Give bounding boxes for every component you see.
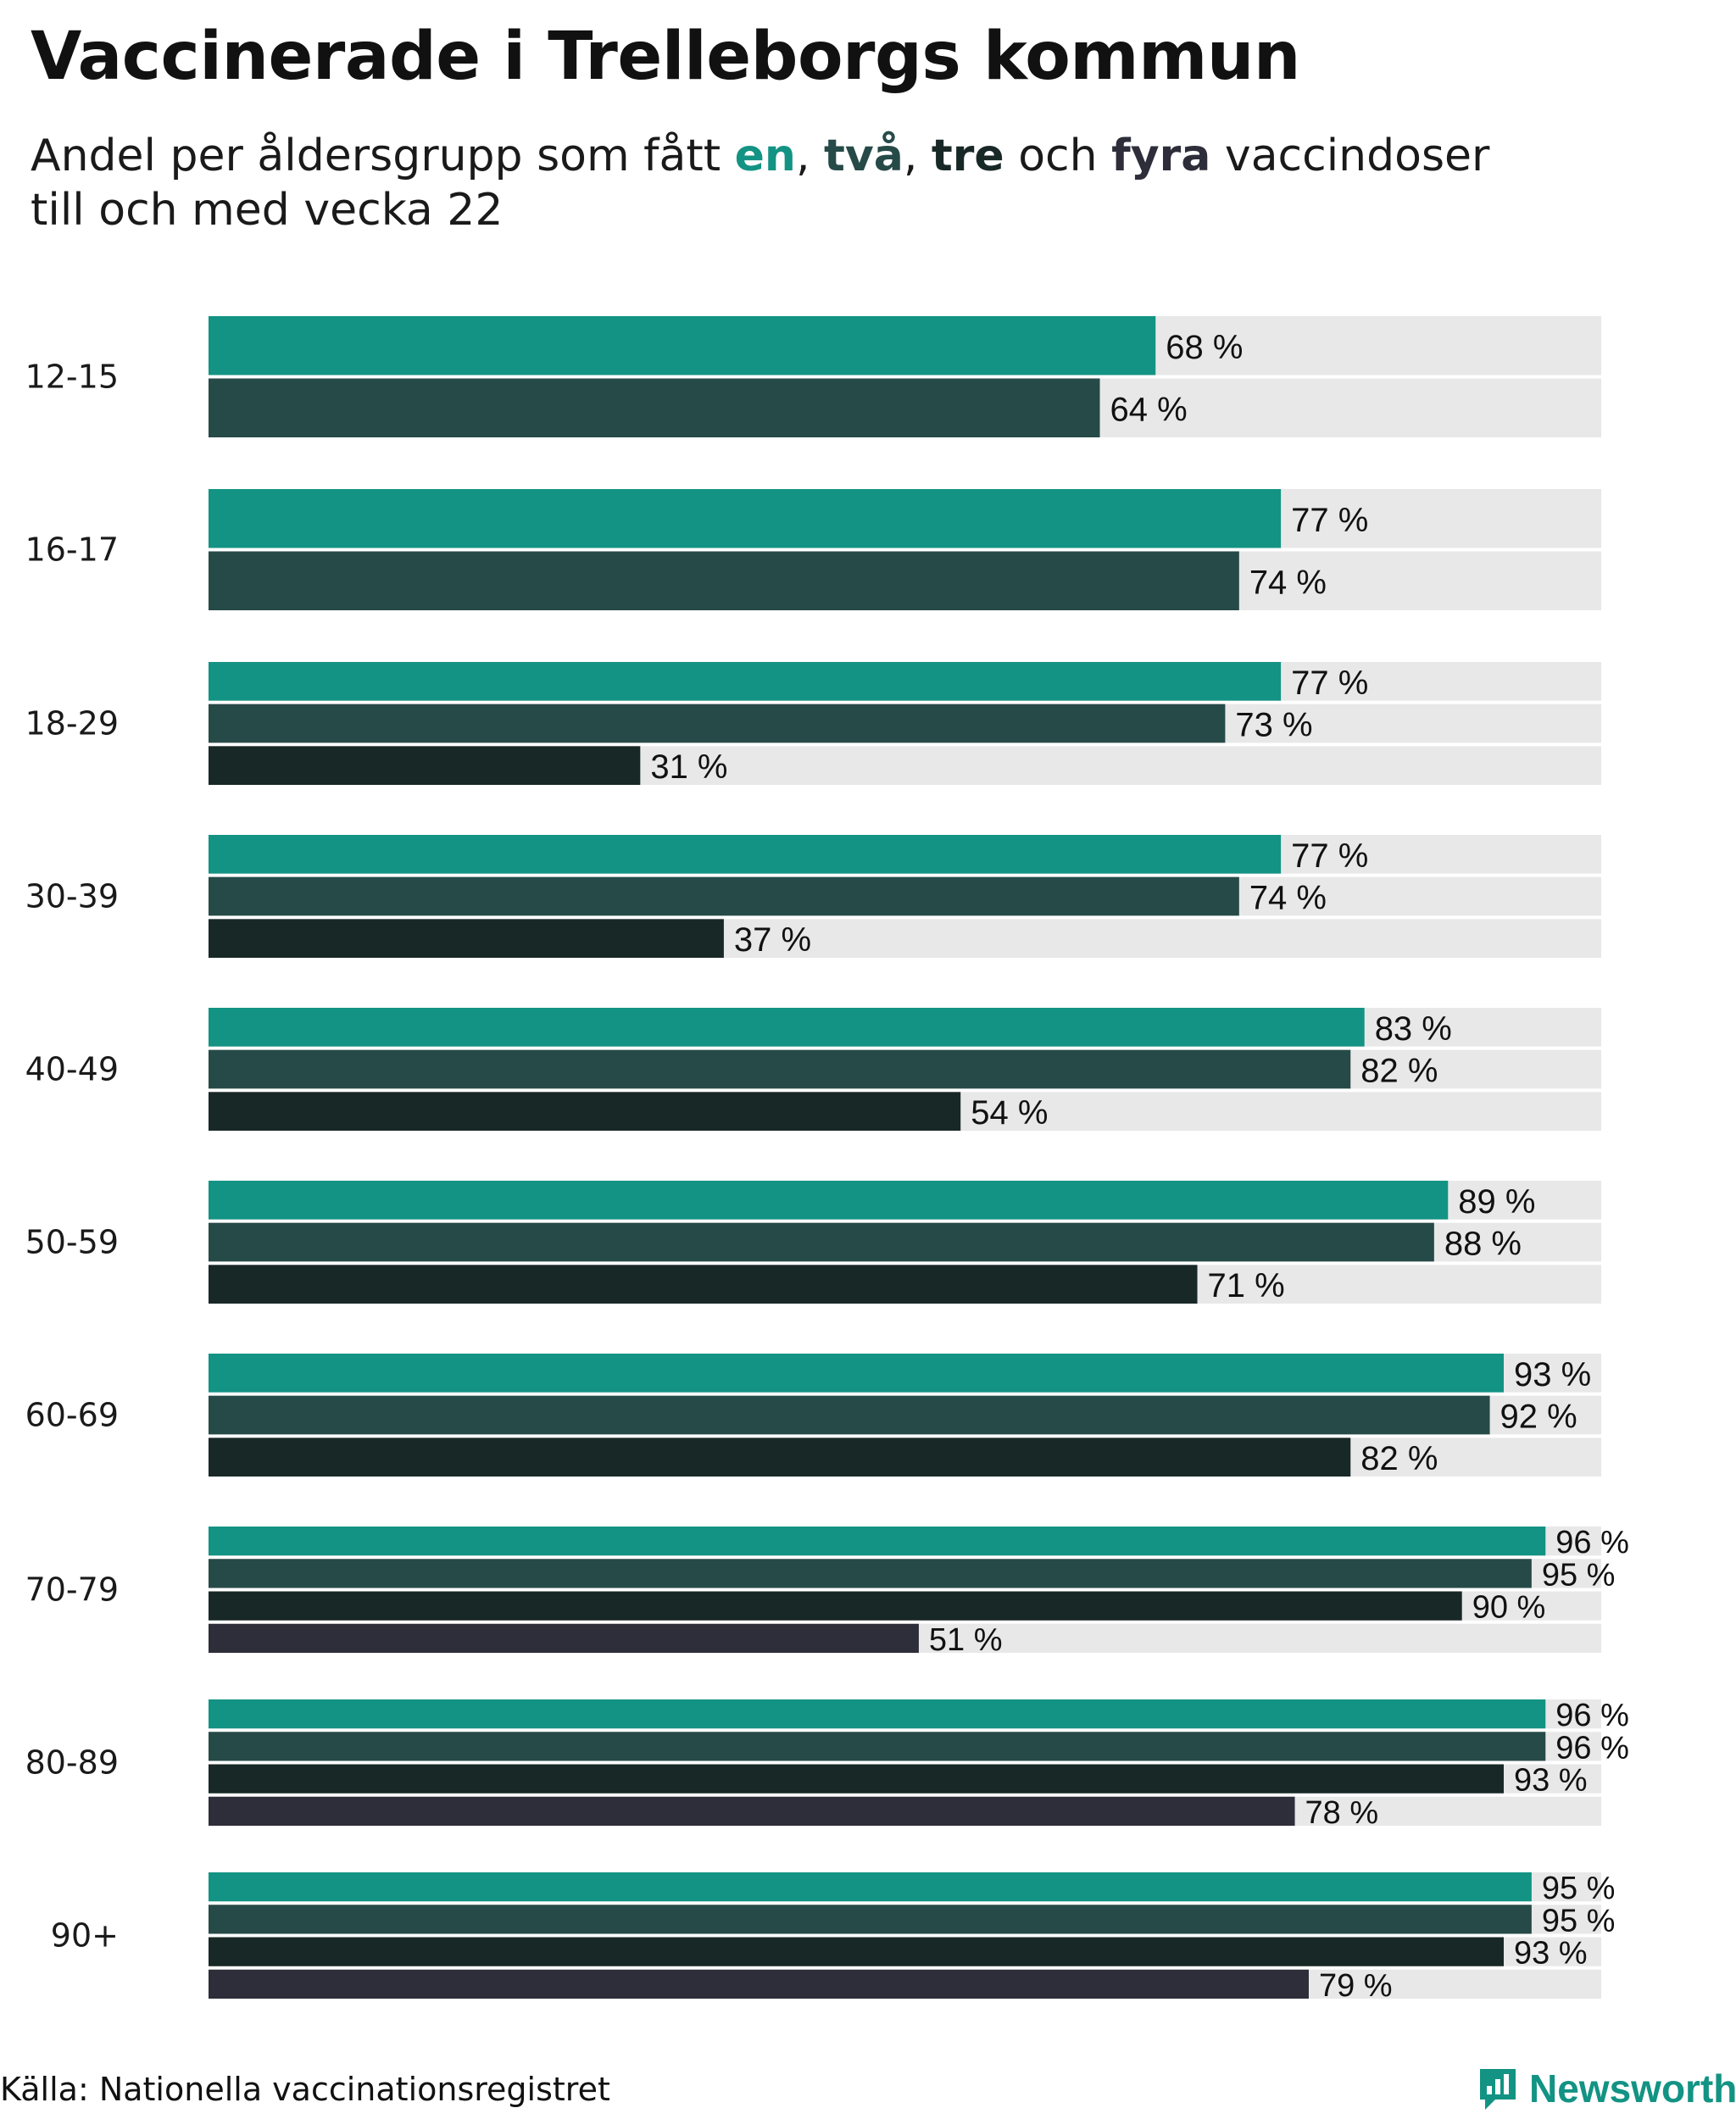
bar-50-59-en xyxy=(209,1181,1449,1220)
bar-80-89-tre xyxy=(209,1764,1504,1794)
data-label-70-79-tre: 90 % xyxy=(1472,1590,1546,1626)
bar-16-17-en xyxy=(209,489,1282,548)
data-label-60-69-två: 92 % xyxy=(1500,1399,1577,1436)
subtitle-dose-tre: tre xyxy=(931,131,1004,181)
bar-50-59-tre xyxy=(209,1265,1198,1304)
data-label-80-89-tre: 93 % xyxy=(1514,1763,1588,1799)
subtitle-line-2: till och med vecka 22 xyxy=(31,185,504,236)
bar-70-79-en xyxy=(209,1527,1546,1556)
subtitle-prefix: Andel per åldersgrupp som fått xyxy=(31,131,735,181)
bar-30-39-en xyxy=(209,835,1282,874)
category-label-40-49: 40-49 xyxy=(25,1051,119,1088)
category-label-18-29: 18-29 xyxy=(25,705,119,742)
data-label-50-59-en: 89 % xyxy=(1458,1183,1535,1221)
bar-60-69-två xyxy=(209,1395,1490,1435)
bar-70-79-tre xyxy=(209,1591,1462,1621)
data-label-18-29-en: 77 % xyxy=(1291,665,1368,702)
bar-40-49-två xyxy=(209,1049,1351,1089)
data-label-12-15-en: 68 % xyxy=(1166,329,1243,366)
data-label-50-59-två: 88 % xyxy=(1444,1226,1522,1263)
category-label-80-89: 80-89 xyxy=(25,1744,119,1782)
data-label-60-69-tre: 82 % xyxy=(1360,1440,1438,1477)
bar-90plus-tre xyxy=(209,1937,1504,1966)
category-label-30-39: 30-39 xyxy=(25,878,119,915)
bar-50-59-två xyxy=(209,1222,1434,1262)
bar-70-79-två xyxy=(209,1559,1532,1588)
bar-80-89-en xyxy=(209,1699,1546,1729)
bar-12-15-en xyxy=(209,316,1156,375)
bar-60-69-tre xyxy=(209,1438,1351,1477)
data-label-16-17-en: 77 % xyxy=(1291,502,1368,539)
bar-80-89-två xyxy=(209,1732,1546,1761)
subtitle-dose-en: en xyxy=(734,131,796,181)
category-label-70-79: 70-79 xyxy=(25,1571,119,1609)
data-label-80-89-två: 96 % xyxy=(1555,1730,1629,1766)
source-note: Källa: Nationella vaccinationsregistret xyxy=(0,2071,610,2108)
data-label-70-79-en: 96 % xyxy=(1555,1525,1629,1560)
bar-30-39-tre xyxy=(209,919,724,958)
bar-18-29-tre xyxy=(209,746,641,785)
data-label-40-49-en: 83 % xyxy=(1375,1010,1452,1048)
subtitle-dose-fyra: fyra xyxy=(1111,131,1211,181)
bar-60-69-en xyxy=(209,1354,1504,1393)
data-label-90plus-en: 95 % xyxy=(1542,1871,1616,1906)
newsworthy-logo-icon xyxy=(1480,2069,1516,2110)
data-label-90plus-tre: 93 % xyxy=(1514,1936,1588,1972)
data-label-40-49-två: 82 % xyxy=(1360,1053,1438,1090)
bar-90plus-två xyxy=(209,1905,1532,1934)
data-label-40-49-tre: 54 % xyxy=(971,1094,1048,1132)
data-label-90plus-två: 95 % xyxy=(1542,1903,1616,1938)
subtitle-sep-2: , xyxy=(903,131,932,181)
chart-subtitle: Andel per åldersgrupp som fått en, två, … xyxy=(31,129,1641,237)
data-label-70-79-två: 95 % xyxy=(1542,1557,1616,1593)
data-label-30-39-två: 74 % xyxy=(1249,880,1327,917)
subtitle-sep-1: , xyxy=(795,131,825,181)
brand-name: Newsworthy xyxy=(1529,2066,1736,2111)
bar-40-49-tre xyxy=(209,1092,961,1131)
subtitle-sep-3: och xyxy=(1004,131,1112,181)
data-label-18-29-två: 73 % xyxy=(1235,707,1312,744)
category-label-50-59: 50-59 xyxy=(25,1224,119,1261)
data-label-30-39-tre: 37 % xyxy=(734,921,811,959)
bar-12-15-två xyxy=(209,378,1100,437)
data-label-80-89-en: 96 % xyxy=(1555,1698,1629,1733)
category-label-90plus: 90+ xyxy=(51,1917,119,1955)
bar-chart: 12-15 68 % 64 % 16-17 77 % 74 % 18-29 77 % 73 % 3… xyxy=(25,316,1629,2004)
subtitle-dose-tva: två xyxy=(824,131,904,181)
data-label-16-17-två: 74 % xyxy=(1249,564,1327,601)
data-label-60-69-en: 93 % xyxy=(1514,1356,1591,1393)
data-label-50-59-tre: 71 % xyxy=(1208,1267,1285,1304)
bar-80-89-fyra xyxy=(209,1796,1295,1826)
brand-logo: Newsworthy xyxy=(1477,2066,1736,2111)
bar-90plus-fyra xyxy=(209,1969,1309,1999)
category-label-16-17: 16-17 xyxy=(25,531,119,569)
bar-70-79-fyra xyxy=(209,1623,919,1653)
bar-40-49-en xyxy=(209,1008,1365,1047)
data-label-70-79-fyra: 51 % xyxy=(929,1622,1003,1658)
data-label-90plus-fyra: 79 % xyxy=(1319,1968,1393,2004)
bar-18-29-en xyxy=(209,662,1282,701)
subtitle-suffix: vaccindoser xyxy=(1210,131,1490,181)
data-label-30-39-en: 77 % xyxy=(1291,837,1368,875)
bar-90plus-en xyxy=(209,1872,1532,1902)
bar-30-39-två xyxy=(209,876,1239,916)
data-label-18-29-tre: 31 % xyxy=(650,748,727,786)
category-label-60-69: 60-69 xyxy=(25,1397,119,1434)
category-label-12-15: 12-15 xyxy=(25,359,119,396)
bar-16-17-två xyxy=(209,551,1239,610)
chart-title: Vaccinerade i Trelleborgs kommun xyxy=(31,19,1300,95)
data-label-80-89-fyra: 78 % xyxy=(1305,1795,1379,1831)
bar-18-29-två xyxy=(209,704,1226,743)
data-label-12-15-två: 64 % xyxy=(1110,391,1188,428)
